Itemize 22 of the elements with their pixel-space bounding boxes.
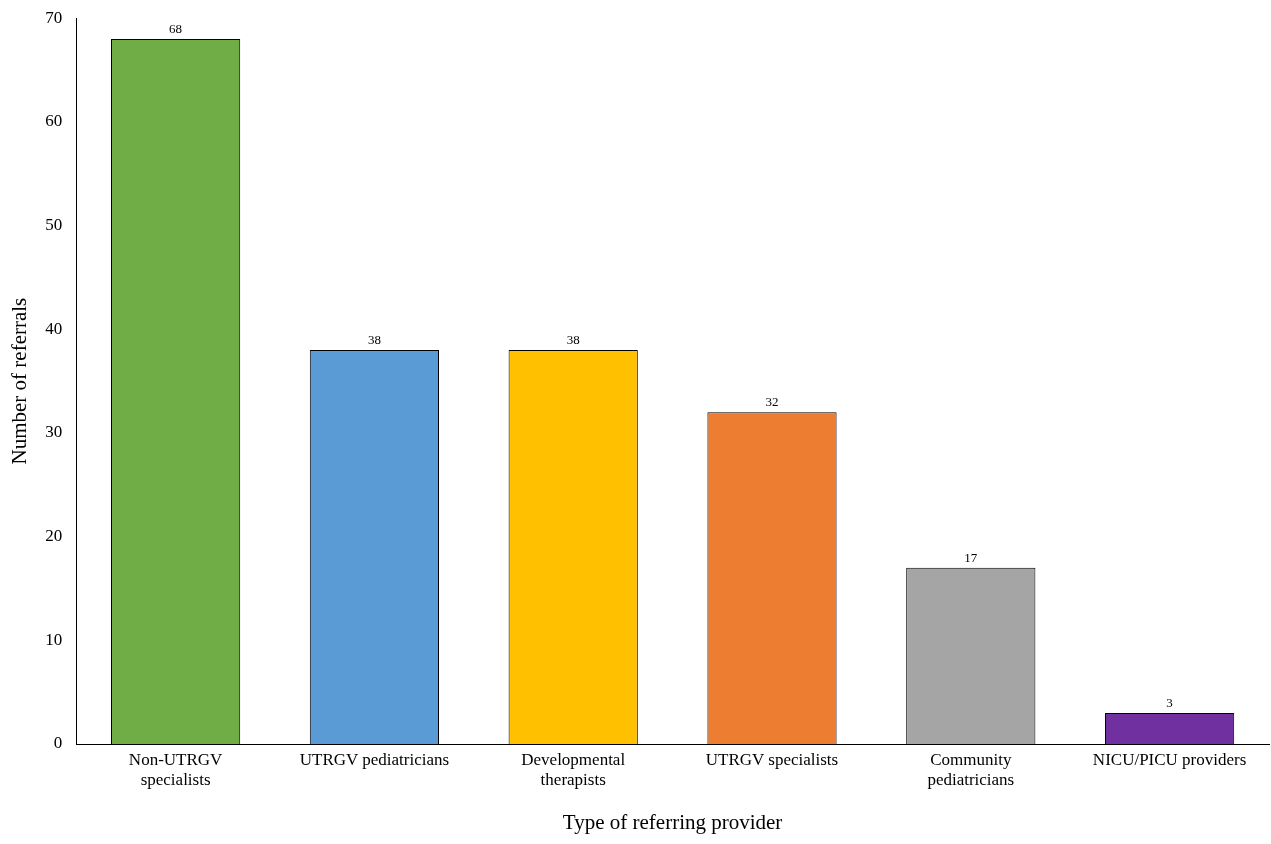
y-tick-label: 50 xyxy=(45,215,63,235)
x-tick-label: UTRGV pediatricians xyxy=(299,749,450,769)
x-axis-title: Type of referring provider xyxy=(562,809,783,834)
data-label: 3 xyxy=(1166,694,1173,710)
x-tick-label: Non-UTRGV specialists xyxy=(128,749,224,790)
data-label: 38 xyxy=(566,331,580,347)
data-label: 17 xyxy=(964,549,978,565)
data-label: 68 xyxy=(169,20,183,36)
y-tick-label: 60 xyxy=(45,111,63,131)
y-tick-label: 40 xyxy=(45,318,63,338)
y-tick-label: 20 xyxy=(45,526,63,546)
y-tick-label: 70 xyxy=(45,7,63,27)
x-tick-label: UTRGV specialists xyxy=(705,749,839,769)
x-tick-label: Developmental therapists xyxy=(521,749,626,790)
data-label: 38 xyxy=(367,331,381,347)
y-tick-label: 30 xyxy=(45,422,63,442)
y-axis-title: Number of referrals xyxy=(7,297,32,465)
y-tick-label: 10 xyxy=(45,629,63,649)
data-label: 32 xyxy=(765,394,779,410)
x-tick-label: NICU/PICU providers xyxy=(1092,749,1247,769)
x-tick-label: Community pediatricians xyxy=(927,749,1015,790)
y-tick-label: 0 xyxy=(53,733,63,753)
